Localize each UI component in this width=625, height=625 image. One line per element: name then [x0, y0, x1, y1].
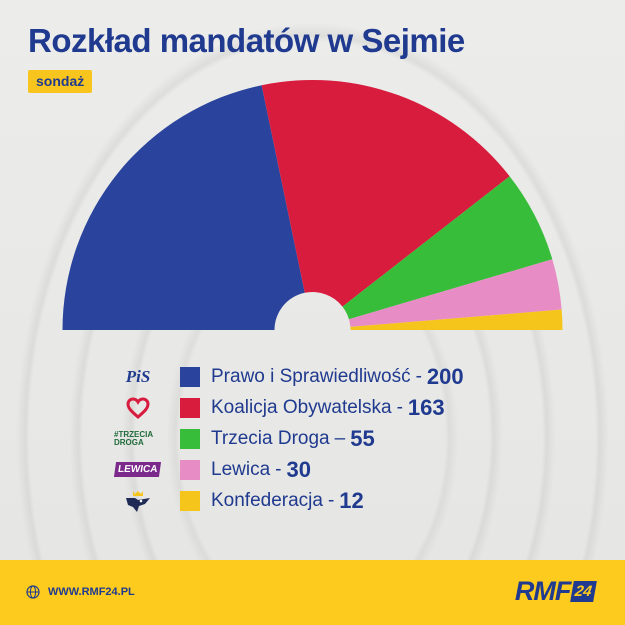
legend-value-ko: 163	[407, 394, 445, 420]
chart-slice-2	[342, 176, 553, 320]
legend-item-konfederacja: Konfederacja - 12	[114, 485, 464, 516]
legend-separator: -	[415, 365, 422, 387]
legend-item-pis: PiS Prawo i Sprawiedliwość - 200	[114, 361, 464, 392]
legend-label-konfederacja: Konfederacja	[211, 489, 323, 511]
brand-24-text: 24	[570, 581, 597, 602]
lewica-logo-icon: LEWICA	[114, 458, 162, 482]
chart-slice-4	[350, 309, 563, 330]
heart-icon	[126, 396, 150, 419]
legend-swatch-ko	[180, 397, 200, 418]
legend-label-td: Trzecia Droga	[211, 427, 330, 449]
globe-icon	[26, 585, 40, 599]
ko-heart-logo-icon	[114, 396, 162, 420]
seat-distribution-chart	[62, 80, 563, 331]
poll-badge: sondaż	[28, 70, 93, 93]
lewica-logo-text: LEWICA	[114, 462, 162, 477]
legend-value-pis: 200	[426, 363, 464, 389]
legend-value-konfederacja: 12	[339, 487, 364, 513]
pis-logo-icon: PiS	[125, 366, 151, 386]
legend-separator: –	[334, 427, 346, 449]
page-title: Rozkład mandatów w Sejmie	[28, 22, 465, 59]
legend-swatch-pis	[180, 366, 200, 387]
legend-swatch-konfederacja	[180, 490, 200, 511]
chart-slice-1	[261, 80, 510, 307]
chart-slice-0	[62, 85, 305, 331]
legend-item-lewica: LEWICA Lewica - 30	[114, 454, 464, 485]
chart-legend: PiS Prawo i Sprawiedliwość - 200 Koalicj…	[114, 361, 464, 516]
legend-label-lewica: Lewica	[211, 458, 271, 480]
legend-label-ko: Koalicja Obywatelska	[211, 396, 392, 418]
brand-rmf-text: RMF	[514, 576, 571, 606]
footer-bar: WWW.RMF24.PL RMF 24	[0, 560, 625, 625]
legend-swatch-lewica	[180, 459, 200, 480]
trzecia-droga-logo-icon: #TRZECIA DROGA	[114, 429, 153, 447]
legend-swatch-td	[180, 428, 200, 449]
legend-label-pis: Prawo i Sprawiedliwość	[211, 365, 411, 387]
crowned-eagle-icon	[126, 490, 150, 512]
website-link[interactable]: WWW.RMF24.PL	[48, 586, 135, 598]
legend-separator: -	[396, 396, 403, 418]
legend-item-ko: Koalicja Obywatelska - 163	[114, 392, 464, 423]
rmf24-logo: RMF 24	[514, 576, 597, 607]
legend-separator: -	[275, 458, 282, 480]
legend-item-td: #TRZECIA DROGA Trzecia Droga – 55	[114, 423, 464, 454]
legend-value-lewica: 30	[286, 456, 311, 482]
legend-value-td: 55	[350, 425, 375, 451]
konfederacja-logo-icon	[114, 489, 162, 513]
chart-slice-3	[348, 259, 562, 327]
legend-separator: -	[327, 489, 335, 511]
